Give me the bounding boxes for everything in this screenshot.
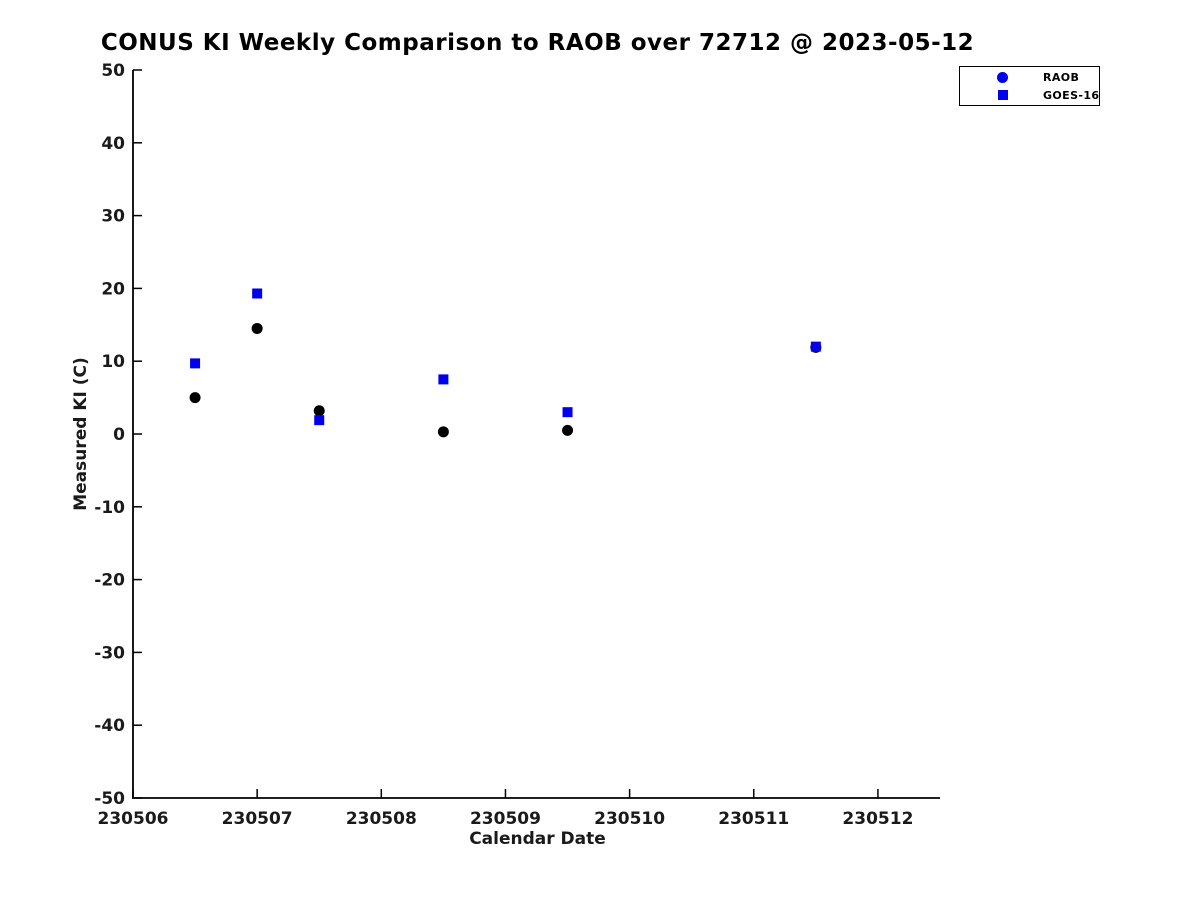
legend: RAOB GOES-16: [959, 66, 1100, 106]
goes-16-marker: [810, 341, 821, 352]
x-tick-label: 230510: [594, 809, 665, 829]
y-tick-label: 20: [101, 279, 125, 299]
x-tick-label: 230509: [470, 809, 541, 829]
y-tick-label: 40: [101, 134, 125, 154]
raob-marker: [251, 322, 263, 334]
y-tick-label: -50: [94, 789, 125, 809]
y-tick-label: -10: [94, 498, 125, 518]
x-tick-label: 230507: [222, 809, 293, 829]
x-tick-label: 230512: [842, 809, 913, 829]
goes-16-marker: [562, 407, 573, 418]
y-tick-label: 50: [101, 61, 125, 81]
legend-entry-goes-16: GOES-16: [960, 88, 1099, 103]
legend-entry-raob: RAOB: [960, 70, 1099, 85]
raob-marker: [437, 426, 449, 438]
raob-marker: [313, 405, 325, 417]
y-tick-label: 0: [113, 425, 125, 445]
goes-16-marker: [190, 358, 201, 369]
x-axis-label: Calendar Date: [469, 829, 606, 849]
raob-circle-marker-icon: [997, 71, 1008, 83]
y-tick-label: 10: [101, 352, 125, 372]
y-tick-label: -40: [94, 716, 125, 736]
goes-16-marker: [314, 415, 325, 426]
raob-marker: [189, 392, 201, 404]
goes-16-marker: [438, 374, 449, 385]
goes-16-marker: [252, 288, 263, 299]
x-tick-label: 230511: [718, 809, 789, 829]
chart-title: CONUS KI Weekly Comparison to RAOB over …: [100, 30, 975, 56]
legend-label-goes-16: GOES-16: [1043, 88, 1100, 102]
y-tick-label: -20: [94, 571, 125, 591]
goes-16-square-marker-icon: [998, 90, 1008, 100]
legend-label-raob: RAOB: [1043, 70, 1080, 84]
x-tick-label: 230508: [346, 809, 417, 829]
y-tick-label: -30: [94, 643, 125, 663]
x-tick-label: 230506: [98, 809, 169, 829]
raob-marker: [562, 424, 574, 436]
y-tick-label: 30: [101, 207, 125, 227]
